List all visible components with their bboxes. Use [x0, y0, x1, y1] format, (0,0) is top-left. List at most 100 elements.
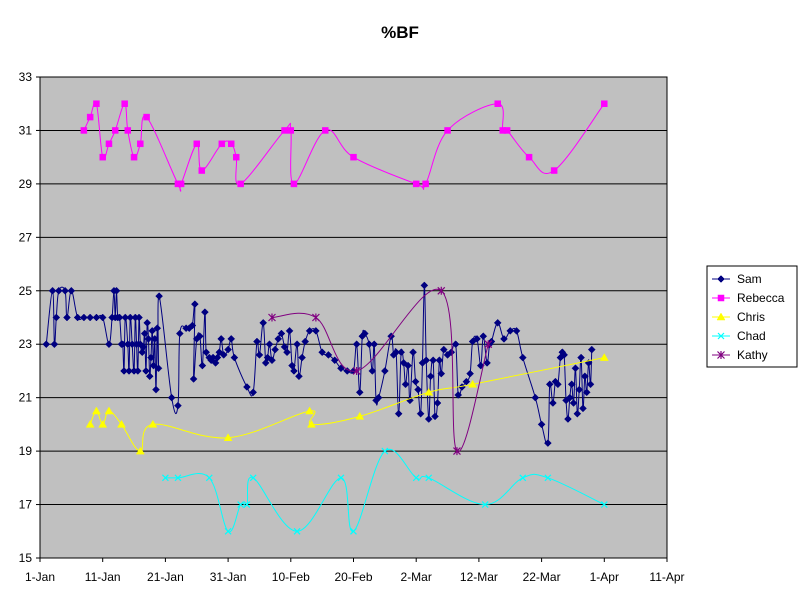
data-point-sam — [483, 359, 491, 367]
data-point-sam — [217, 335, 226, 343]
data-point-kathy — [453, 447, 461, 456]
data-point-sam — [198, 361, 207, 370]
x-tick-label: 20-Feb — [334, 570, 372, 584]
data-point-rebecca — [177, 180, 185, 188]
data-point-sam — [92, 313, 101, 322]
legend-marker — [717, 275, 725, 283]
data-point-sam — [268, 356, 276, 365]
data-point-sam — [439, 345, 448, 354]
data-point-sam — [435, 356, 444, 365]
data-point-sam — [73, 313, 82, 322]
data-point-sam — [573, 409, 582, 418]
data-point-sam — [80, 313, 88, 322]
data-point-kathy — [268, 313, 276, 322]
data-point-sam — [575, 385, 584, 394]
data-point-sam — [545, 380, 554, 389]
y-tick-label: 33 — [19, 70, 33, 84]
data-point-rebecca — [143, 113, 150, 121]
data-point-sam — [374, 393, 383, 402]
data-point-kathy — [311, 313, 320, 322]
data-point-kathy — [484, 340, 493, 349]
data-point-sam — [567, 380, 576, 389]
data-point-sam — [447, 348, 456, 357]
data-point-sam — [337, 364, 345, 373]
legend-marker — [717, 351, 725, 359]
data-point-rebecca — [422, 180, 429, 188]
data-point-sam — [581, 372, 589, 381]
gridlines — [40, 129, 667, 506]
data-point-sam — [140, 329, 149, 338]
data-point-sam — [324, 351, 333, 359]
data-point-chad — [249, 474, 257, 482]
data-point-sam — [42, 340, 51, 349]
data-point-chris — [135, 446, 145, 455]
data-point-rebecca — [218, 140, 226, 148]
data-point-sam — [167, 393, 176, 402]
y-axis: 15 17 19 21 23 25 27 29 31 33 — [19, 70, 40, 565]
data-point-chad — [161, 474, 169, 482]
data-point-rebecca — [111, 127, 119, 134]
data-point-sam — [61, 286, 69, 295]
x-tick-label: 1-Apr — [590, 570, 619, 584]
data-point-chad — [544, 474, 552, 482]
data-point-rebecca — [233, 153, 240, 161]
data-point-sam — [531, 393, 540, 402]
data-point-sam — [330, 356, 339, 365]
data-point-sam — [201, 308, 209, 317]
data-point-rebecca — [86, 113, 94, 121]
data-point-rebecca — [550, 167, 558, 174]
data-point-sam — [397, 348, 406, 357]
data-point-sam — [230, 353, 239, 362]
data-point-sam — [301, 337, 310, 346]
data-point-sam — [454, 391, 463, 399]
data-point-sam — [219, 351, 228, 359]
data-point-sam — [112, 286, 121, 295]
data-point-sam — [437, 369, 446, 378]
data-point-sam — [466, 369, 474, 378]
data-point-chris — [599, 353, 609, 361]
data-point-sam — [564, 415, 572, 423]
data-point-sam — [139, 343, 148, 351]
data-point-sam — [416, 409, 425, 418]
x-tick-label: 2-Mar — [401, 570, 432, 584]
y-tick-label: 23 — [19, 337, 33, 351]
data-point-sam — [255, 351, 264, 359]
data-point-sam — [259, 318, 268, 327]
data-point-sam — [189, 375, 198, 383]
data-point-sam — [265, 340, 274, 349]
series-kathy — [268, 286, 493, 456]
data-point-sam — [479, 332, 488, 341]
data-point-chris — [104, 406, 114, 415]
data-point-sam — [298, 353, 306, 362]
data-point-chad — [224, 527, 232, 535]
data-point-rebecca — [121, 100, 128, 107]
data-point-chad — [412, 474, 420, 482]
data-point-sam — [188, 321, 197, 330]
data-point-sam — [274, 335, 283, 343]
data-point-rebecca — [105, 140, 113, 148]
data-point-sam — [98, 313, 107, 322]
data-point-sam — [500, 335, 508, 343]
data-point-sam — [243, 383, 251, 391]
data-point-chad — [481, 501, 489, 508]
data-point-sam — [148, 327, 157, 335]
data-point-sam — [143, 318, 152, 327]
data-point-chris — [424, 387, 434, 396]
data-point-sam — [249, 388, 258, 397]
data-point-chad — [600, 501, 608, 508]
data-point-sam — [54, 286, 63, 295]
data-point-sam — [409, 348, 417, 357]
data-point-rebecca — [80, 127, 88, 134]
data-point-rebecca — [503, 127, 511, 134]
data-point-sam — [196, 332, 204, 341]
legend-label: Kathy — [737, 348, 768, 362]
data-point-sam — [174, 401, 182, 410]
data-point-sam — [401, 380, 410, 389]
data-point-sam — [105, 340, 113, 349]
data-point-sam — [144, 335, 153, 343]
data-point-sam — [227, 335, 236, 343]
data-point-sam — [544, 439, 552, 447]
data-point-rebecca — [193, 140, 200, 148]
y-tick-label: 27 — [19, 230, 33, 244]
